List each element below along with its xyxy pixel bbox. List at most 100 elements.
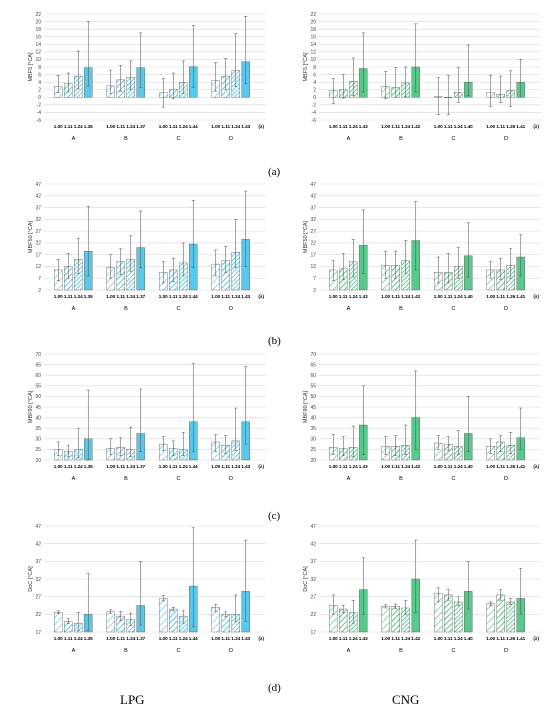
y-tick-label: 2 bbox=[38, 88, 41, 94]
lambda-label: 1.24 bbox=[401, 464, 410, 469]
lambda-label: 1.11 bbox=[444, 636, 453, 641]
y-tick-label: 17 bbox=[35, 630, 41, 636]
group-label: A bbox=[72, 306, 76, 312]
y-tick-label: 45 bbox=[310, 405, 316, 411]
x-unit-label: (λ) bbox=[258, 294, 264, 299]
column-label-lpg: LPG bbox=[120, 692, 145, 707]
lambda-label: 1.41 bbox=[516, 124, 525, 129]
lambda-label: 1.11 bbox=[169, 464, 178, 469]
y-tick-label: 20 bbox=[310, 19, 316, 25]
y-tick-label: 42 bbox=[310, 541, 316, 547]
bar-c-2 bbox=[454, 601, 463, 633]
lambda-label: 1.35 bbox=[84, 636, 93, 641]
y-tick-label: 37 bbox=[35, 559, 41, 565]
lambda-label: 1.24 bbox=[74, 636, 83, 641]
group-label: A bbox=[72, 476, 76, 482]
lambda-label: 1.00 bbox=[211, 636, 220, 641]
lambda-label: 1.00 bbox=[211, 124, 220, 129]
lambda-label: 1.00 bbox=[106, 464, 115, 469]
lambda-label: 1.11 bbox=[391, 124, 400, 129]
group-label: C bbox=[176, 648, 180, 654]
group-label: D bbox=[229, 476, 233, 482]
group-label: B bbox=[399, 136, 403, 142]
y-tick-label: 12 bbox=[310, 50, 316, 56]
lambda-label: 1.43 bbox=[359, 636, 368, 641]
group-label: B bbox=[124, 476, 128, 482]
group-label: A bbox=[347, 306, 351, 312]
y-tick-label: 55 bbox=[35, 384, 41, 390]
y-tick-label: 8 bbox=[38, 65, 41, 71]
lambda-label: 1.00 bbox=[159, 124, 168, 129]
lambda-label: 1.24 bbox=[74, 464, 83, 469]
y-tick-label: 17 bbox=[310, 630, 316, 636]
group-label: D bbox=[504, 306, 508, 312]
lambda-label: 1.24 bbox=[126, 124, 135, 129]
lambda-label: 1.40 bbox=[464, 124, 473, 129]
lambda-label: 1.44 bbox=[189, 636, 198, 641]
lambda-label: 1.40 bbox=[464, 294, 473, 299]
y-tick-label: 22 bbox=[35, 12, 41, 18]
lambda-label: 1.24 bbox=[179, 294, 188, 299]
x-unit-label: (λ) bbox=[533, 294, 539, 299]
lambda-label: 1.35 bbox=[84, 294, 93, 299]
bar-d-0 bbox=[486, 603, 495, 633]
lambda-label: 1.00 bbox=[434, 636, 443, 641]
lambda-label: 1.11 bbox=[496, 636, 505, 641]
lambda-label: 1.26 bbox=[506, 294, 515, 299]
lambda-label: 1.00 bbox=[381, 124, 390, 129]
lambda-label: 1.43 bbox=[359, 464, 368, 469]
group-label: A bbox=[347, 476, 351, 482]
lambda-label: 1.00 bbox=[159, 636, 168, 641]
group-label: A bbox=[347, 648, 351, 654]
lambda-label: 1.40 bbox=[464, 636, 473, 641]
lambda-label: 1.11 bbox=[221, 294, 230, 299]
y-tick-label: 40 bbox=[310, 415, 316, 421]
y-tick-label: 27 bbox=[35, 229, 41, 235]
lambda-label: 1.11 bbox=[391, 294, 400, 299]
lambda-label: 1.00 bbox=[381, 636, 390, 641]
y-tick-label: 16 bbox=[310, 35, 316, 41]
y-tick-label: 42 bbox=[35, 194, 41, 200]
y-tick-label: 22 bbox=[35, 241, 41, 247]
lambda-label: 1.24 bbox=[231, 636, 240, 641]
y-tick-label: 47 bbox=[310, 182, 316, 188]
x-unit-label: (λ) bbox=[258, 636, 264, 641]
lambda-label: 1.24 bbox=[454, 464, 463, 469]
y-tick-label: 20 bbox=[310, 458, 316, 464]
lambda-label: 1.11 bbox=[169, 294, 178, 299]
y-tick-label: 18 bbox=[310, 27, 316, 33]
lambda-label: 1.37 bbox=[136, 294, 145, 299]
lambda-label: 1.11 bbox=[116, 464, 125, 469]
y-axis-label: MBF5 [°CA] bbox=[28, 52, 34, 82]
group-label: C bbox=[451, 476, 455, 482]
y-tick-label: 55 bbox=[310, 384, 316, 390]
lambda-label: 1.11 bbox=[64, 464, 73, 469]
panel-label-a: (a) bbox=[268, 166, 281, 178]
y-tick-label: 12 bbox=[310, 264, 316, 270]
lambda-label: 1.24 bbox=[401, 294, 410, 299]
x-unit-label: (λ) bbox=[533, 464, 539, 469]
lambda-label: 1.00 bbox=[486, 124, 495, 129]
lambda-label: 1.26 bbox=[506, 464, 515, 469]
bar-b-0 bbox=[381, 606, 390, 633]
lambda-label: 1.00 bbox=[106, 636, 115, 641]
lambda-label: 1.11 bbox=[64, 636, 73, 641]
lambda-label: 1.24 bbox=[349, 464, 358, 469]
x-unit-label: (λ) bbox=[533, 124, 539, 129]
lambda-label: 1.43 bbox=[241, 124, 250, 129]
lambda-label: 1.11 bbox=[221, 124, 230, 129]
lambda-label: 1.24 bbox=[126, 464, 135, 469]
lambda-label: 1.41 bbox=[516, 294, 525, 299]
lambda-label: 1.11 bbox=[444, 464, 453, 469]
y-tick-label: 42 bbox=[35, 541, 41, 547]
y-tick-label: 27 bbox=[310, 229, 316, 235]
y-axis-label: MBF90 [°CA] bbox=[28, 390, 34, 423]
y-tick-label: -2 bbox=[312, 103, 317, 109]
lambda-label: 1.11 bbox=[496, 124, 505, 129]
y-tick-label: 12 bbox=[35, 264, 41, 270]
lambda-label: 1.24 bbox=[179, 464, 188, 469]
lambda-label: 1.24 bbox=[126, 636, 135, 641]
y-tick-label: 27 bbox=[310, 594, 316, 600]
lambda-label: 1.43 bbox=[241, 294, 250, 299]
